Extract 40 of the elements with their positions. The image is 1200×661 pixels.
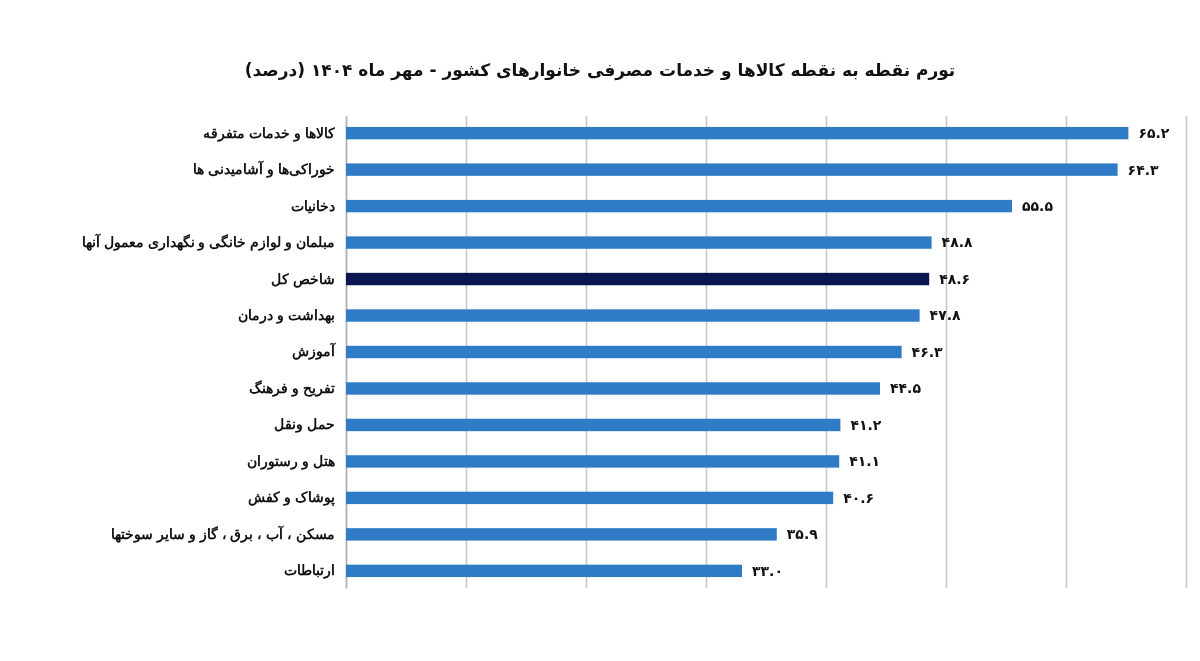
bar	[346, 455, 840, 468]
bar	[346, 236, 932, 249]
y-tick-label: پوشاک و کفش	[248, 489, 335, 507]
y-tick-label: حمل ونقل	[274, 416, 335, 434]
bar	[346, 418, 841, 432]
data-label: ۴۷.۸	[929, 307, 962, 324]
data-label: ۴۸.۶	[939, 270, 971, 287]
bar	[346, 272, 930, 286]
y-tick-label: تفریح و فرهنگ	[249, 379, 335, 397]
data-label: ۴۴.۵	[890, 380, 922, 397]
y-tick-label: هتل و رستوران	[247, 452, 335, 470]
y-tick-label: کالاها و خدمات متفرقه	[203, 124, 335, 142]
bar	[346, 199, 1012, 213]
data-label: ۴۱.۱	[849, 453, 881, 470]
y-tick-label: مبلمان و لوازم خانگی و نگهداری معمول آنها	[81, 233, 335, 252]
y-tick-label: بهداشت و درمان	[238, 307, 335, 324]
bar	[346, 345, 902, 359]
y-tick-label: مسکن ، آب ، برق ، گاز و سایر سوختها	[110, 524, 335, 543]
data-label: ۴۶.۳	[911, 343, 944, 360]
y-tick-label: آموزش	[292, 342, 336, 361]
bar	[346, 382, 880, 395]
data-label: ۴۰.۶	[843, 489, 875, 506]
y-tick-label: شاخص کل	[271, 270, 335, 288]
chart-title: تورم نقطه به نقطه کالاها و خدمات مصرفی خانوارهای کشور - مهر ماه ۱۴۰۴ (درصد)	[244, 60, 956, 81]
data-label: ۴۸.۸	[941, 234, 974, 251]
bar	[346, 309, 920, 322]
bar	[346, 564, 742, 578]
bar	[346, 528, 777, 541]
data-label: ۳۳.۰	[752, 562, 783, 579]
y-tick-label: دخانیات	[291, 197, 335, 214]
data-label: ۶۴.۳	[1127, 161, 1160, 178]
y-tick-label: خوراکی‌ها و آشامیدنی ها	[193, 160, 335, 179]
data-label: ۳۵.۹	[786, 526, 819, 543]
bar	[346, 163, 1118, 176]
bar	[346, 491, 834, 505]
bar	[346, 126, 1129, 140]
data-label: ۴۱.۲	[850, 416, 882, 433]
data-label: ۵۵.۵	[1022, 198, 1054, 214]
data-label: ۶۵.۲	[1138, 125, 1170, 142]
y-tick-label: ارتباطات	[284, 562, 335, 580]
